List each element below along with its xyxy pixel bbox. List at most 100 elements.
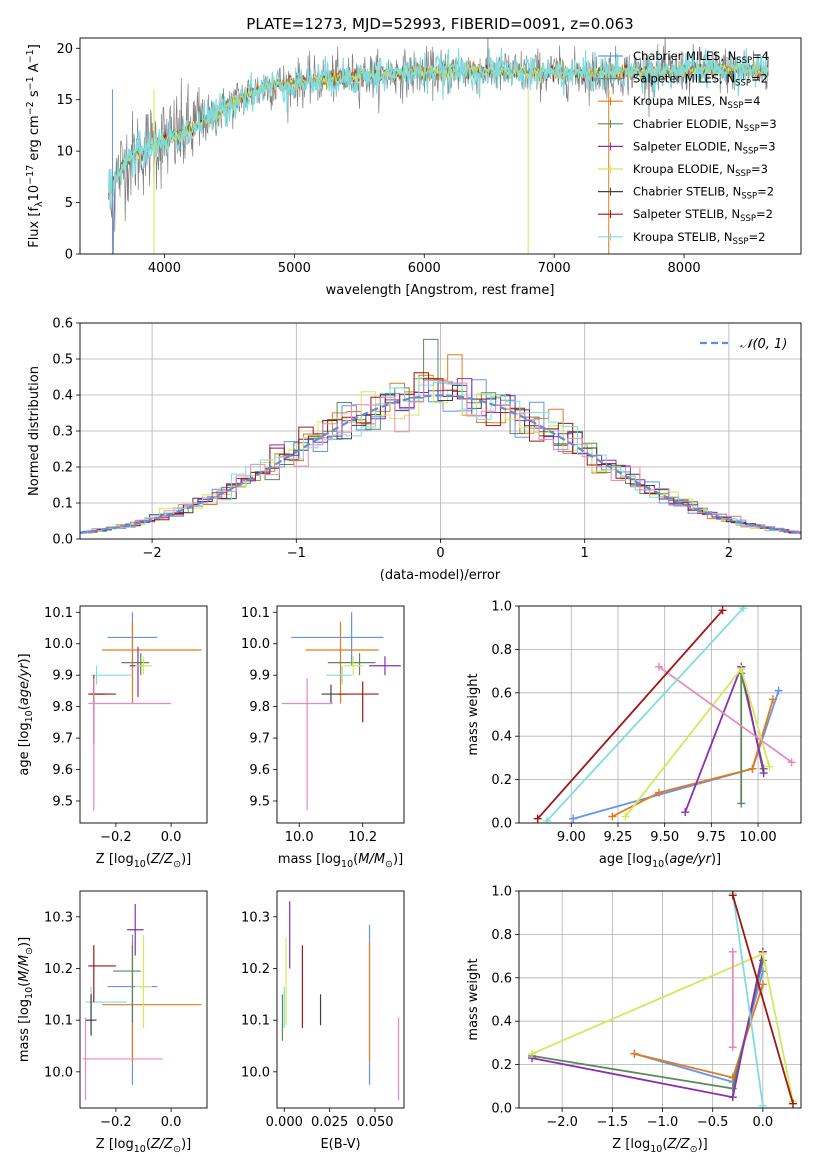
weight-line <box>624 666 771 818</box>
x-tick-label: 4000 <box>148 261 181 276</box>
x-tick-label: 0.050 <box>356 1115 393 1130</box>
x-tick-label: −1 <box>287 546 306 561</box>
spectrum-data-line <box>108 38 769 254</box>
y-axis-label: mass [log10(M/M⊙)] <box>17 937 35 1062</box>
weight-line <box>658 666 793 763</box>
y-tick-label: 9.7 <box>249 732 270 747</box>
spectrum-model-line <box>108 47 769 210</box>
histogram-step <box>80 377 801 534</box>
x-tick-label: 10.0 <box>285 830 314 845</box>
weight-line <box>546 607 744 822</box>
y-tick-label: 0.4 <box>491 1015 512 1030</box>
x-tick-label: 0.000 <box>266 1115 303 1130</box>
weight-line <box>634 984 764 1079</box>
weight-point <box>630 1049 639 1058</box>
spectrum-lines <box>108 38 769 254</box>
weight-point <box>758 949 767 958</box>
y-tick-label: 10.1 <box>44 606 73 621</box>
x-tick-label: 1 <box>581 546 589 561</box>
y-tick-label: 0.0 <box>52 533 73 548</box>
weight-point <box>681 808 690 817</box>
x-tick-label: −2 <box>143 546 162 561</box>
legend-label: Salpeter MILES, NSSP=2 <box>633 72 768 89</box>
y-tick-label: 0.6 <box>491 686 512 701</box>
y-tick-label: 10.0 <box>44 1065 73 1080</box>
metallicity-massweight-panel: −2.0 −1.5 −1.0 −0.5 0.0 0.0 0.2 0.4 0.6 0.8 1.0 Z [… <box>466 885 802 1155</box>
x-tick-label: 9.50 <box>650 830 679 845</box>
legend-label: Chabrier STELIB, NSSP=2 <box>633 185 774 202</box>
x-tick-label: 0.025 <box>311 1115 348 1130</box>
weight-point <box>528 1049 537 1058</box>
weight-point <box>718 606 727 615</box>
x-tick-label: 6000 <box>408 261 441 276</box>
weight-point <box>621 812 630 821</box>
y-tick-label: 0.8 <box>491 643 512 658</box>
axes-frame <box>79 890 208 1109</box>
y-tick-label: 10.3 <box>241 910 270 925</box>
y-tick-label: 10.1 <box>241 1014 270 1029</box>
x-tick-label: 9.75 <box>697 830 726 845</box>
legend-label: Kroupa STELIB, NSSP=2 <box>633 230 765 247</box>
x-tick-label: 0.0 <box>161 830 182 845</box>
y-tick-label: 0.5 <box>52 353 73 368</box>
weight-point <box>758 980 767 989</box>
x-axis-label: (data-model)/error <box>380 568 501 583</box>
y-tick-label: 10.0 <box>241 1065 270 1080</box>
x-tick-label: 8000 <box>668 261 701 276</box>
y-tick-label: 0.1 <box>52 497 73 512</box>
weight-point <box>737 799 746 808</box>
weight-line <box>531 960 764 1090</box>
weight-point <box>765 762 774 771</box>
y-axis-label: age [log10(age/yr)] <box>17 653 35 775</box>
y-tick-label: 0.6 <box>491 971 512 986</box>
mass-age-panel: 10.0 10.2 9.5 9.6 9.7 9.8 9.9 10.0 10.1 mass [log… <box>241 605 405 870</box>
y-tick-label: 9.5 <box>52 794 73 809</box>
legend-label: Kroupa MILES, NSSP=4 <box>633 94 760 111</box>
weight-point <box>728 1043 737 1052</box>
weight-point <box>569 814 578 823</box>
weight-point <box>655 788 664 797</box>
x-axis-label: age [log10(age/yr)] <box>599 852 721 870</box>
weight-lines <box>533 606 796 823</box>
weight-point <box>759 769 768 778</box>
x-tick-label: −1.0 <box>647 1115 679 1130</box>
y-tick-label: 0.4 <box>491 730 512 745</box>
weight-point <box>737 664 746 673</box>
weight-point <box>787 758 796 767</box>
y-tick-label: 0.0 <box>491 817 512 832</box>
x-tick-label: −0.2 <box>100 1115 132 1130</box>
x-axis-label: E(B-V) <box>320 1137 360 1152</box>
axes-frame <box>276 890 405 1109</box>
y-tick-label: 10.2 <box>44 962 73 977</box>
legend-label: Salpeter ELODIE, NSSP=3 <box>633 139 776 156</box>
axes-frame <box>518 605 802 824</box>
weight-line <box>731 895 794 1104</box>
legend-label: Salpeter STELIB, NSSP=2 <box>633 207 773 224</box>
weight-point <box>728 1093 737 1102</box>
y-tick-label: 9.5 <box>249 794 270 809</box>
y-tick-label: 0.2 <box>491 1058 512 1073</box>
y-tick-label: 0.3 <box>52 425 73 440</box>
y-tick-label: 9.7 <box>52 732 73 747</box>
weight-point <box>543 816 552 823</box>
x-tick-label: −2.0 <box>546 1115 578 1130</box>
y-tick-label: 0.2 <box>52 461 73 476</box>
y-axis-label: Flux [fλ10−17 erg cm−2 s−1 A−1] <box>25 44 45 248</box>
y-tick-label: 9.6 <box>249 763 270 778</box>
y-tick-label: 1.0 <box>491 600 512 615</box>
x-tick-label: 10.00 <box>739 830 776 845</box>
y-tick-label: 0 <box>65 248 73 263</box>
weight-line <box>611 699 774 818</box>
legend-label: 𝒩(0, 1) <box>740 337 787 352</box>
x-tick-label: −1.5 <box>597 1115 629 1130</box>
weight-line <box>684 663 765 813</box>
y-axis-label: mass weight <box>466 673 481 755</box>
y-tick-label: 9.9 <box>249 669 270 684</box>
y-tick-label: 1.0 <box>491 885 512 900</box>
weight-point <box>758 1101 767 1108</box>
histogram-bars <box>80 338 801 535</box>
x-axis-label: Z [log10(Z/Z⊙)] <box>612 1137 707 1155</box>
y-tick-label: 20 <box>56 42 73 57</box>
legend-label: Chabrier MILES, NSSP=4 <box>633 49 769 66</box>
y-tick-label: 10 <box>56 145 73 160</box>
